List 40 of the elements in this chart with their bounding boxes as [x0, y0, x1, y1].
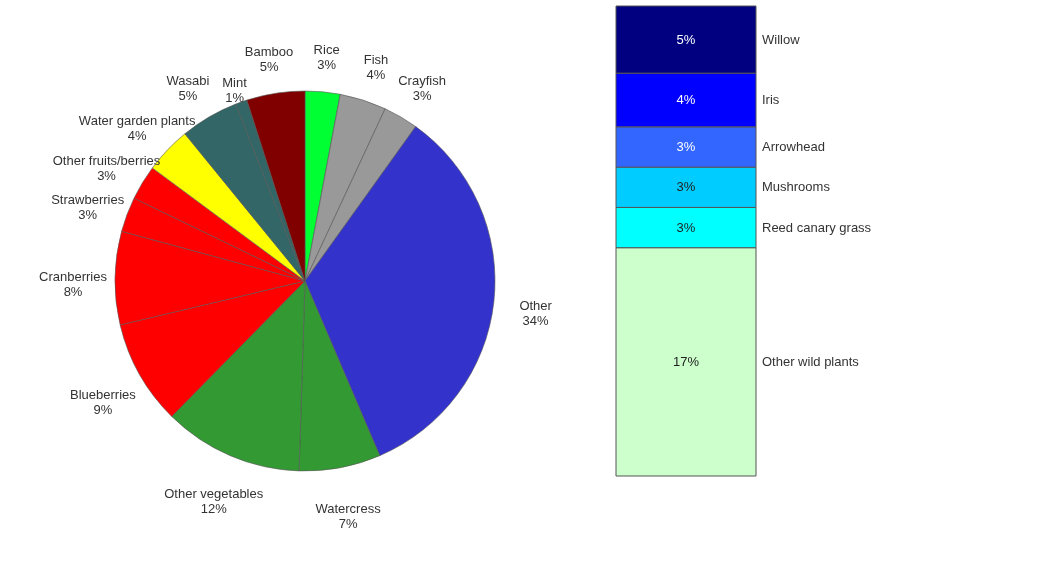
- data-label: 4%: [127, 127, 147, 143]
- series-label: Reed canary grass: [762, 219, 872, 235]
- data-label: 5%: [676, 31, 696, 47]
- data-label: 3%: [412, 87, 432, 103]
- series-label: Other wild plants: [762, 353, 860, 369]
- slice-label: Fish: [363, 52, 389, 68]
- series-label: Willow: [762, 31, 801, 47]
- data-label: 3%: [676, 179, 696, 195]
- data-label: 3%: [317, 57, 337, 73]
- slice-label: Blueberries: [70, 386, 137, 402]
- data-label: 3%: [676, 139, 696, 154]
- data-label: 9%: [93, 401, 113, 417]
- slice-label: Other fruits/berries: [52, 152, 161, 168]
- slice-label: Cranberries: [39, 269, 108, 285]
- series-label: Arrowhead: [762, 139, 825, 154]
- data-label: 1%: [225, 90, 245, 106]
- slice-label: Rice: [313, 42, 340, 58]
- slice-label: Bamboo: [244, 43, 294, 59]
- data-label: 8%: [63, 284, 83, 300]
- data-label: 3%: [78, 206, 98, 222]
- slice-label: Water garden plants: [78, 112, 196, 128]
- data-label: 34%: [522, 313, 550, 329]
- data-label: 5%: [259, 58, 279, 74]
- data-label: 12%: [200, 501, 228, 517]
- data-label: 4%: [676, 92, 696, 107]
- slice-label: Strawberries: [51, 191, 125, 207]
- slice-label: Watercress: [315, 500, 382, 516]
- data-label: 3%: [676, 219, 696, 235]
- slice-label: Crayfish: [398, 72, 446, 88]
- slice-label: Other vegetables: [164, 486, 264, 502]
- slice-label: Mint: [222, 75, 248, 91]
- series-label: Mushrooms: [762, 179, 831, 195]
- data-label: 5%: [178, 87, 198, 103]
- data-label: 17%: [672, 353, 700, 369]
- data-label: 3%: [97, 167, 117, 183]
- series-label: Iris: [762, 92, 780, 107]
- data-label: 7%: [338, 515, 358, 531]
- data-label: 4%: [366, 67, 386, 83]
- slice-label: Other: [519, 298, 553, 314]
- slice-label: Wasabi: [166, 72, 210, 88]
